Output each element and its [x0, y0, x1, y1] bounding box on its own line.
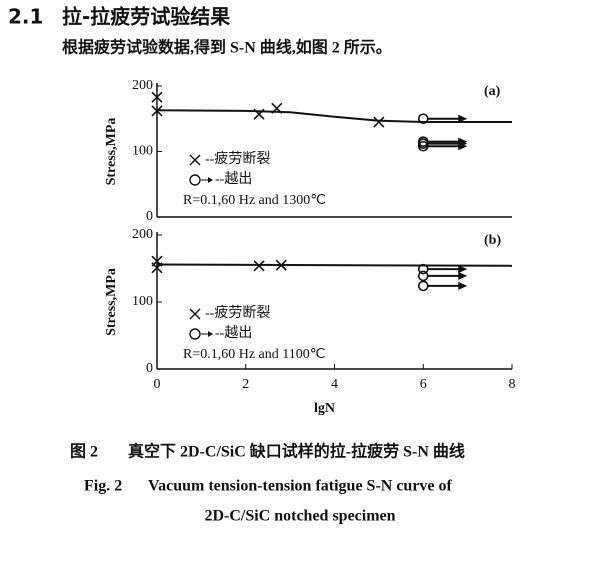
arrow-head: [458, 271, 468, 280]
section-title: 拉-拉疲劳试验结果: [62, 5, 230, 29]
runout-point: [417, 136, 468, 147]
fracture-point: [151, 91, 163, 103]
legend-circle: [189, 328, 201, 340]
x-axis-label: lgN: [314, 401, 335, 416]
legend-cross: [189, 154, 201, 166]
panel-label: (b): [484, 233, 501, 248]
paragraph: 根据疲劳试验数据,得到 S-N 曲线,如图 2 所示。: [62, 38, 392, 57]
x-tick-label: 8: [509, 377, 516, 392]
fracture-point: [373, 116, 385, 128]
y-tick-label: 200: [132, 227, 153, 242]
caption-cn: 真空下 2D-C/SiC 缺口试样的拉-拉疲劳 S-N 曲线: [128, 442, 465, 461]
legend-circle: [189, 174, 201, 186]
legend-label: --越出: [215, 325, 252, 341]
legend-cross: [189, 308, 201, 320]
arrow-head: [458, 114, 468, 123]
circle: [417, 270, 429, 282]
x-tick-label: 0: [154, 377, 161, 392]
y-tick-label: 0: [146, 361, 153, 376]
caption-en: 2D-C/SiC notched specimen: [204, 508, 395, 525]
cross: [373, 116, 385, 128]
condition-note: R=0.1,60 Hz and 1300℃: [183, 193, 326, 208]
arrow-head: [458, 137, 468, 146]
legend-label: --疲劳断裂: [205, 150, 270, 167]
runout-point: [417, 270, 468, 282]
arrow-head: [458, 265, 468, 274]
panel-label: (a): [484, 84, 501, 99]
caption-en-label: Fig. 2: [84, 478, 122, 495]
legend-label: --疲劳断裂: [205, 304, 270, 321]
legend-arrow-head: [208, 331, 213, 337]
arrow-head: [458, 281, 468, 290]
x-tick-label: 4: [331, 377, 338, 392]
runout-point: [417, 280, 468, 292]
cross: [151, 91, 163, 103]
y-tick-label: 200: [132, 78, 153, 93]
caption-cn-label: 图 2: [70, 443, 98, 461]
legend-arrow-head: [208, 177, 213, 183]
runout-point: [417, 113, 468, 125]
legend-label: --越出: [215, 171, 252, 187]
y-axis-label: Stress,MPa: [104, 268, 119, 336]
x-tick-label: 2: [242, 377, 249, 392]
sn-curve: [156, 263, 513, 267]
y-tick-label: 100: [132, 294, 153, 309]
x-tick-label: 6: [420, 377, 427, 392]
y-tick-label: 0: [146, 209, 153, 224]
sn-curve: [156, 109, 512, 124]
y-tick-label: 100: [132, 144, 153, 159]
circle: [417, 280, 429, 292]
y-axis-label: Stress,MPa: [104, 118, 119, 186]
condition-note: R=0.1,60 Hz and 1100℃: [183, 347, 325, 362]
section-number: 2.1: [8, 5, 43, 29]
caption-en: Vacuum tension-tension fatigue S-N curve…: [148, 478, 453, 495]
